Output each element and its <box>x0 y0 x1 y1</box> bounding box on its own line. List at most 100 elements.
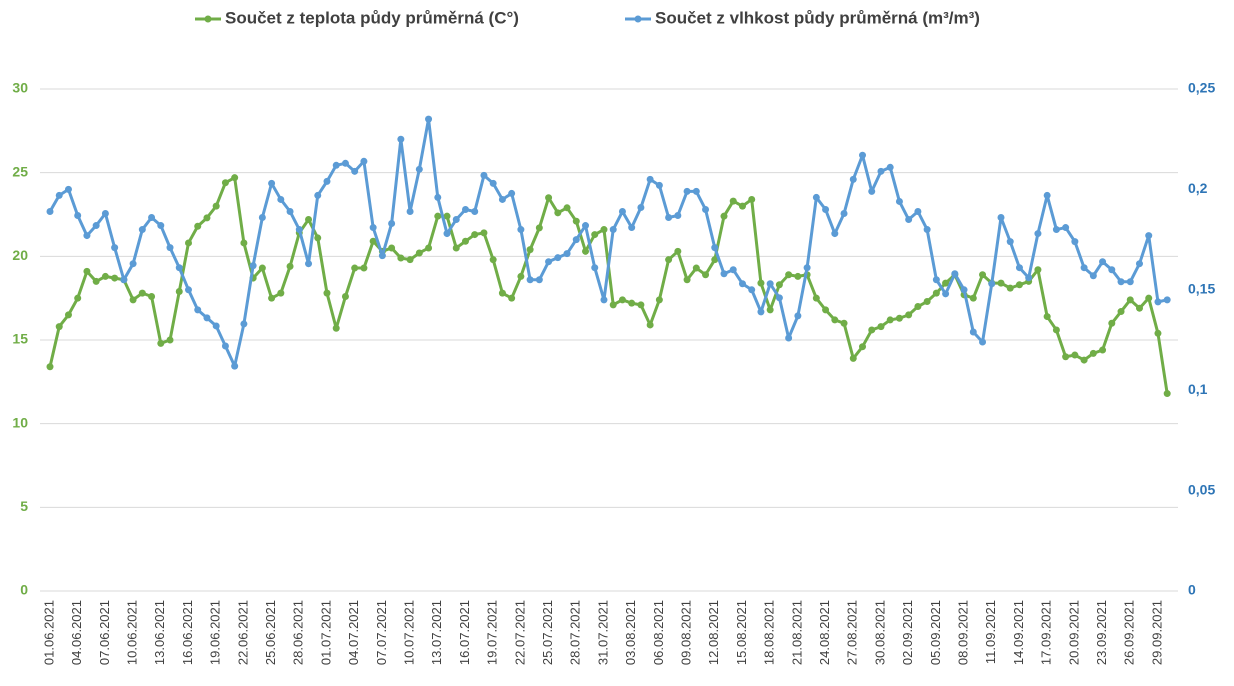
point <box>895 314 903 322</box>
point <box>277 289 285 297</box>
x-tick-label: 30.08.2021 <box>872 600 887 665</box>
y2-tick-label: 0,15 <box>1188 281 1215 297</box>
point <box>323 177 331 185</box>
x-tick-label: 24.08.2021 <box>817 600 832 665</box>
point <box>1117 308 1125 316</box>
point <box>138 289 146 297</box>
x-tick-label: 31.07.2021 <box>595 600 610 665</box>
point <box>305 260 313 268</box>
point <box>637 301 645 309</box>
x-tick-label: 27.08.2021 <box>845 600 860 665</box>
point <box>277 195 285 203</box>
point <box>517 226 525 234</box>
point <box>369 224 377 232</box>
point <box>914 303 922 311</box>
point <box>1006 238 1014 246</box>
point <box>1108 319 1116 327</box>
x-tick-label: 26.09.2021 <box>1122 600 1137 665</box>
x-tick-label: 16.07.2021 <box>457 600 472 665</box>
point <box>591 231 599 239</box>
point <box>840 209 848 217</box>
point <box>905 216 913 224</box>
point <box>757 308 765 316</box>
point <box>434 193 442 201</box>
point <box>582 247 590 255</box>
x-tick-label: 20.09.2021 <box>1066 600 1081 665</box>
point <box>1052 326 1060 334</box>
point <box>1154 298 1162 306</box>
point <box>369 237 377 245</box>
point <box>55 191 63 199</box>
point <box>1135 260 1143 268</box>
point <box>997 279 1005 287</box>
point <box>286 207 294 215</box>
point <box>332 324 340 332</box>
point <box>1108 266 1116 274</box>
point <box>148 214 156 222</box>
point <box>397 135 405 143</box>
point <box>711 256 719 264</box>
point <box>1062 224 1070 232</box>
point <box>1080 356 1088 364</box>
y-tick-label: 10 <box>12 414 28 430</box>
point <box>932 289 940 297</box>
x-tick-label: 09.08.2021 <box>679 600 694 665</box>
point <box>563 250 571 258</box>
point <box>886 316 894 324</box>
y-tick-label: 0 <box>20 582 28 598</box>
point <box>1043 313 1051 321</box>
point <box>849 175 857 183</box>
x-tick-label: 13.07.2021 <box>429 600 444 665</box>
legend-marker <box>634 15 642 23</box>
point <box>877 167 885 175</box>
legend-label: Součet z teplota půdy průměrná (C°) <box>225 8 519 27</box>
point <box>600 226 608 234</box>
point <box>794 272 802 280</box>
y2-tick-label: 0,2 <box>1188 180 1208 196</box>
point <box>692 264 700 272</box>
point <box>295 226 303 234</box>
point <box>859 151 867 159</box>
x-tick-label: 03.08.2021 <box>623 600 638 665</box>
point <box>859 343 867 351</box>
point <box>203 314 211 322</box>
point <box>535 224 543 232</box>
point <box>240 320 248 328</box>
point <box>923 226 931 234</box>
point <box>914 207 922 215</box>
point <box>360 157 368 165</box>
y2-tick-label: 0,25 <box>1188 80 1215 96</box>
point <box>305 216 313 224</box>
x-tick-label: 10.07.2021 <box>402 600 417 665</box>
point <box>702 271 710 279</box>
x-tick-label: 08.09.2021 <box>956 600 971 665</box>
point <box>1043 191 1051 199</box>
point <box>480 229 488 237</box>
point <box>138 226 146 234</box>
point <box>498 195 506 203</box>
point <box>729 266 737 274</box>
point <box>203 214 211 222</box>
point <box>452 244 460 252</box>
point <box>212 322 220 330</box>
x-tick-label: 19.07.2021 <box>485 600 500 665</box>
point <box>175 287 183 295</box>
point <box>258 264 266 272</box>
point <box>1126 296 1134 304</box>
point <box>101 272 109 280</box>
point <box>129 260 137 268</box>
point <box>997 214 1005 222</box>
point <box>988 280 996 288</box>
point <box>526 246 534 254</box>
y-tick-label: 30 <box>12 80 28 96</box>
point <box>268 294 276 302</box>
x-tick-label: 12.08.2021 <box>706 600 721 665</box>
x-tick-label: 28.06.2021 <box>291 600 306 665</box>
point <box>1071 351 1079 359</box>
point <box>194 306 202 314</box>
x-tick-label: 01.06.2021 <box>41 600 56 665</box>
point <box>249 262 257 270</box>
point <box>268 179 276 187</box>
point <box>286 262 294 270</box>
